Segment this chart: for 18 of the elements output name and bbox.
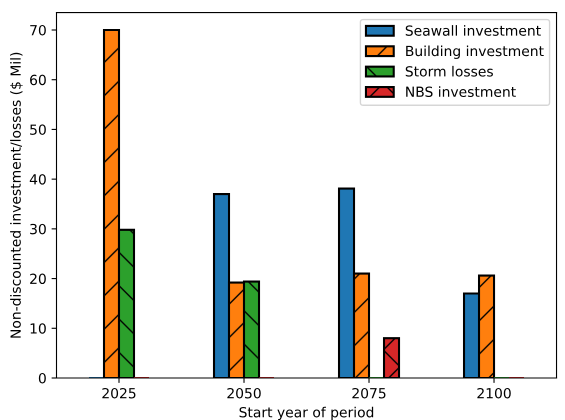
x-tick-label: 2100: [477, 388, 511, 398]
legend-label: Building investment: [406, 45, 544, 59]
x-tick-label: 2075: [352, 388, 386, 398]
legend-label: Seawall investment: [406, 25, 541, 36]
y-tick-label: 60: [30, 74, 46, 86]
y-tick-label: 50: [30, 124, 46, 135]
x-axis-title: Start year of period: [240, 406, 374, 420]
legend-label: Storm losses: [406, 66, 493, 77]
y-tick-label: 30: [30, 224, 46, 234]
y-tick-label: 10: [30, 323, 46, 334]
x-tick-label: 2025: [102, 388, 136, 398]
y-axis-title: Non-discounted investment/losses ($ Mil): [10, 52, 23, 338]
y-tick-label: 70: [30, 24, 46, 36]
x-tick-label: 2050: [227, 388, 261, 398]
y-tick-label: 0: [38, 372, 46, 384]
legend-label: NBS investment: [406, 86, 516, 98]
y-tick-label: 20: [30, 274, 46, 284]
y-tick-label: 40: [30, 174, 46, 185]
